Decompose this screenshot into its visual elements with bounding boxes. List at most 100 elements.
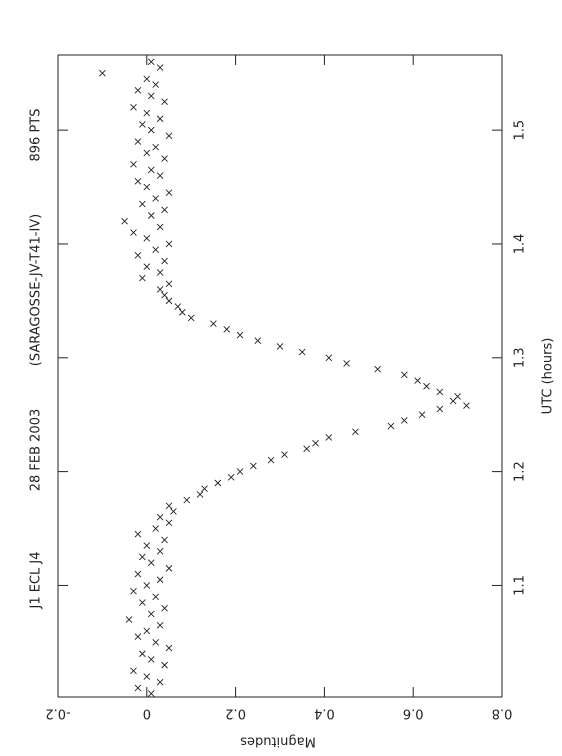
- data-point: [125, 616, 133, 623]
- data-point: [143, 149, 151, 157]
- data-point: [134, 178, 142, 185]
- data-point: [165, 519, 173, 527]
- data-point: [325, 434, 333, 441]
- data-point: [143, 542, 151, 549]
- data-point: [165, 644, 173, 652]
- data-point: [143, 234, 151, 242]
- data-point: [139, 274, 146, 282]
- data-point: [165, 502, 173, 510]
- data-point: [143, 109, 151, 117]
- data-point: [134, 633, 142, 640]
- y-tick-label: 0.2: [225, 706, 246, 721]
- data-point: [130, 667, 137, 675]
- plot-frame: [57, 54, 503, 698]
- data-point: [139, 650, 146, 658]
- data-point: [165, 565, 173, 572]
- data-point: [254, 337, 262, 345]
- data-point: [165, 280, 173, 288]
- data-point: [401, 371, 408, 379]
- data-point: [156, 513, 164, 521]
- data-point: [156, 269, 164, 276]
- data-point: [325, 354, 333, 362]
- x-tick-label: 1.5: [513, 120, 528, 141]
- data-point: [156, 223, 164, 231]
- data-point: [156, 621, 164, 629]
- data-point: [165, 297, 173, 305]
- data-point: [170, 508, 177, 515]
- data-point: [143, 673, 151, 680]
- data-point: [134, 530, 142, 538]
- data-point: [236, 331, 244, 339]
- data-point: [156, 547, 164, 555]
- data-point: [250, 462, 257, 470]
- data-point: [147, 58, 155, 66]
- data-point: [303, 445, 310, 453]
- data-point: [210, 320, 217, 327]
- data-point: [236, 468, 244, 475]
- data-point: [436, 388, 444, 396]
- data-point: [298, 348, 306, 356]
- x-tick-label: 1.3: [513, 347, 528, 368]
- data-point: [463, 402, 470, 409]
- data-point: [161, 155, 168, 162]
- data-point: [179, 308, 186, 316]
- y-axis-label: Magnitudes: [240, 734, 316, 749]
- data-point: [152, 246, 159, 253]
- data-point: [139, 599, 146, 606]
- title-part: (SARAGOSSE-JV-T41-IV): [29, 214, 44, 367]
- data-point: [152, 81, 159, 88]
- title-part: 896 PTS: [29, 109, 44, 162]
- y-tick-label: 0.8: [492, 706, 513, 721]
- data-point: [156, 576, 164, 584]
- data-point: [130, 104, 137, 111]
- data-point: [374, 365, 381, 373]
- data-point: [134, 570, 142, 578]
- data-point: [143, 627, 151, 635]
- data-point: [147, 92, 155, 100]
- data-point: [134, 138, 142, 145]
- data-point: [147, 126, 155, 134]
- data-point: [147, 559, 155, 566]
- data-point: [227, 473, 235, 481]
- data-point: [121, 217, 128, 225]
- data-point: [143, 582, 151, 589]
- data-point: [134, 86, 142, 94]
- data-point: [418, 411, 426, 419]
- data-point: [130, 587, 137, 595]
- data-point: [156, 678, 164, 686]
- data-point: [174, 303, 182, 310]
- data-point: [352, 428, 359, 436]
- data-point: [196, 491, 204, 498]
- data-point: [165, 132, 173, 140]
- data-point: [99, 69, 106, 77]
- data-point: [156, 115, 164, 123]
- data-point: [187, 314, 195, 322]
- data-point: [312, 439, 319, 447]
- data-point: [139, 553, 146, 561]
- x-tick-label: 1.1: [513, 575, 528, 596]
- data-point: [130, 229, 137, 236]
- data-point: [152, 593, 159, 601]
- data-point: [423, 382, 430, 390]
- data-point: [223, 326, 231, 333]
- data-point: [414, 377, 421, 384]
- data-point: [161, 536, 168, 544]
- data-point: [143, 183, 151, 191]
- data-point: [214, 479, 222, 487]
- y-tick-label: 0: [143, 706, 151, 721]
- data-point: [165, 240, 173, 248]
- data-point: [267, 456, 275, 464]
- data-point: [147, 166, 155, 174]
- data-point: [152, 195, 159, 202]
- data-point: [147, 656, 155, 663]
- data-point: [152, 143, 159, 151]
- data-point: [147, 610, 155, 618]
- data-point: [165, 189, 173, 197]
- data-point: [139, 121, 146, 128]
- data-point: [161, 291, 168, 299]
- data-point: [387, 422, 395, 430]
- data-point: [161, 257, 168, 265]
- data-point: [156, 64, 164, 71]
- x-tick-label: 1.2: [513, 461, 528, 482]
